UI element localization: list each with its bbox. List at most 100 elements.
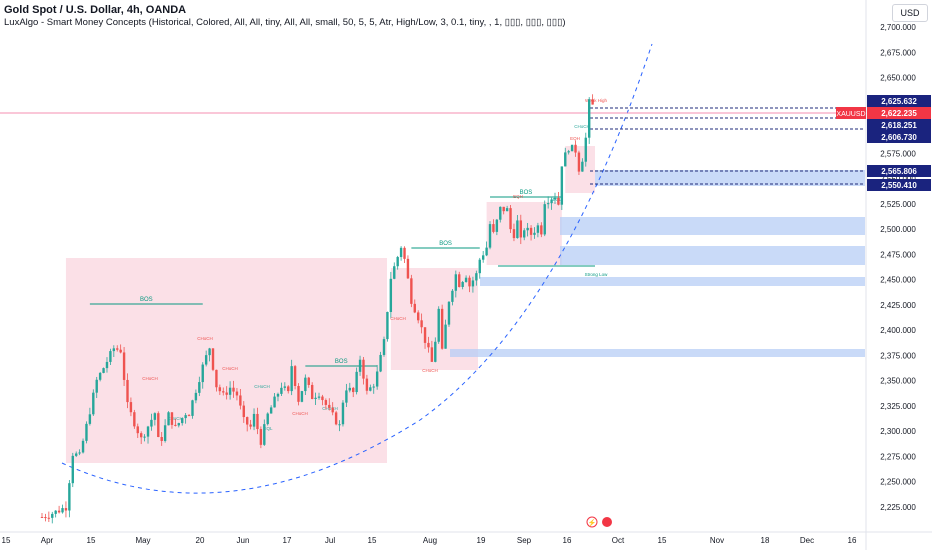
candle-body (338, 424, 341, 426)
candle-body (324, 400, 328, 405)
candle-body (488, 224, 492, 248)
candle-body (170, 412, 174, 425)
smc-tag: CHoCH (390, 316, 406, 321)
candle-body (454, 274, 458, 291)
candle-body (529, 227, 533, 235)
candle-body (570, 144, 574, 152)
candle-body (560, 166, 564, 205)
y-tick-label: 2,650.000 (880, 74, 916, 83)
smc-tag: CHoCH (197, 336, 213, 341)
candle-body (81, 440, 85, 453)
candle-body (75, 453, 78, 456)
candle-body (564, 152, 567, 167)
candle-body (64, 508, 68, 511)
candle-body (430, 347, 434, 362)
candle-body (478, 259, 481, 274)
candle-body (382, 339, 386, 355)
y-tick-label: 2,425.000 (880, 301, 916, 310)
candle-body (475, 273, 478, 281)
candle-body (293, 366, 297, 386)
candle-body (218, 387, 222, 392)
bos-label: BOS (439, 241, 452, 247)
candle-body (444, 324, 447, 349)
candle-body (375, 371, 379, 387)
candle-body (485, 247, 488, 256)
candle-body (239, 395, 242, 406)
candle-body (191, 400, 194, 416)
y-tick-label: 2,375.000 (880, 351, 916, 360)
candle-body (232, 387, 235, 392)
candle-body (280, 387, 283, 394)
candle-body (310, 384, 314, 400)
candle-body (184, 415, 187, 419)
candle-body (112, 348, 116, 352)
y-tick-label: 2,675.000 (880, 48, 916, 57)
candle-body (399, 247, 403, 258)
symbol-tag-bg (836, 107, 866, 119)
candle-body (263, 424, 266, 445)
candle-body (235, 391, 239, 396)
x-tick-label: Apr (41, 536, 54, 545)
strong-low-label: Strong Low (585, 272, 609, 277)
smc-tag: CHoCH (222, 366, 238, 371)
candle-body (95, 379, 98, 393)
candle-body (105, 361, 109, 369)
x-tick-label: Dec (800, 536, 814, 545)
flag-icon (602, 517, 612, 527)
candle-body (365, 378, 369, 391)
candle-body (211, 348, 215, 370)
candle-body (577, 152, 581, 172)
candle-body (276, 393, 280, 397)
candle-body (160, 437, 163, 441)
candle-body (259, 429, 263, 445)
candle-body (440, 308, 444, 349)
order-block-zone (450, 349, 865, 357)
order-block-zone (595, 170, 865, 186)
candle-body (177, 423, 180, 426)
candle-body (269, 407, 273, 414)
smc-tag: EQL (263, 426, 273, 431)
candle-body (495, 219, 499, 232)
candle-body (133, 412, 136, 427)
y-tick-label: 2,275.000 (880, 452, 916, 461)
premium-zone (65, 258, 387, 463)
candle-body (447, 301, 451, 325)
currency-selector[interactable]: USD (892, 4, 928, 22)
candle-body (358, 359, 362, 372)
x-tick-label: 16 (848, 536, 857, 545)
candle-body (369, 387, 372, 391)
candle-body (204, 355, 208, 365)
indicator-label[interactable]: LuxAlgo - Smart Money Concepts (Historic… (4, 17, 566, 28)
candle-body (304, 377, 307, 392)
candle-body (98, 372, 102, 380)
candle-body (334, 412, 338, 425)
bos-label: BOS (520, 190, 533, 196)
candle-body (317, 396, 321, 398)
trend-curve (61, 43, 653, 494)
chart-title: Gold Spot / U.S. Dollar, 4h, OANDA (4, 4, 187, 16)
candle-body (44, 517, 47, 519)
y-tick-label: 2,500.000 (880, 225, 916, 234)
y-tick-label: 2,525.000 (880, 200, 916, 209)
x-tick-label: 17 (283, 536, 292, 545)
candle-body (581, 161, 584, 172)
candle-body (92, 392, 95, 415)
candle-body (451, 290, 454, 302)
y-tick-label: 2,450.000 (880, 276, 916, 285)
symbol-tag: XAUUSD (836, 111, 865, 118)
y-tick-label: 2,250.000 (880, 478, 916, 487)
x-tick-label: 18 (761, 536, 770, 545)
candle-body (492, 224, 495, 232)
candle-body (546, 203, 550, 205)
candle-body (499, 206, 502, 220)
candle-body (109, 351, 112, 362)
candle-body (328, 404, 331, 408)
smc-tag: CHoCH (142, 376, 158, 381)
bos-label: BOS (335, 359, 348, 365)
candle-body (136, 426, 139, 434)
x-tick-label: 16 (563, 536, 572, 545)
candle-body (427, 342, 430, 348)
candle-body (406, 258, 410, 279)
candle-body (464, 277, 468, 282)
